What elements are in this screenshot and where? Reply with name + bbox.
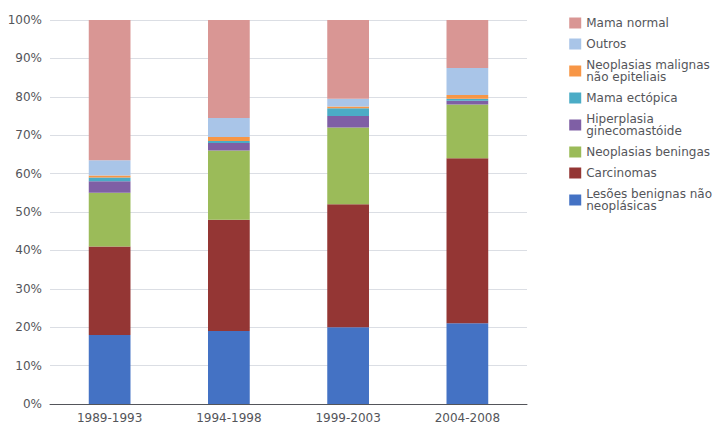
svg-text:10%: 10% — [15, 359, 42, 373]
svg-text:Mama normal: Mama normal — [586, 16, 669, 30]
svg-text:1994-1998: 1994-1998 — [196, 411, 261, 425]
svg-text:Lesões benignas não: Lesões benignas não — [586, 187, 712, 201]
svg-text:30%: 30% — [15, 282, 42, 296]
svg-text:40%: 40% — [15, 243, 42, 257]
svg-text:60%: 60% — [15, 167, 42, 181]
svg-text:neoplásicas: neoplásicas — [586, 199, 656, 213]
svg-text:Neoplasias beningas: Neoplasias beningas — [586, 145, 710, 159]
svg-text:100%: 100% — [8, 13, 42, 27]
svg-text:0%: 0% — [23, 397, 42, 411]
svg-text:20%: 20% — [15, 320, 42, 334]
svg-text:2004-2008: 2004-2008 — [435, 411, 500, 425]
svg-text:80%: 80% — [15, 90, 42, 104]
svg-text:Carcinomas: Carcinomas — [586, 166, 657, 180]
svg-text:não epiteliais: não epiteliais — [586, 70, 666, 84]
svg-text:Hiperplasia: Hiperplasia — [586, 112, 654, 126]
svg-text:90%: 90% — [15, 51, 42, 65]
svg-text:Mama ectópica: Mama ectópica — [586, 91, 678, 105]
svg-text:Outros: Outros — [586, 37, 626, 51]
svg-text:1999-2003: 1999-2003 — [315, 411, 380, 425]
svg-text:ginecomastóide: ginecomastóide — [586, 124, 682, 138]
svg-text:50%: 50% — [15, 205, 42, 219]
svg-text:Neoplasias malignas: Neoplasias malignas — [586, 58, 710, 72]
svg-text:1989-1993: 1989-1993 — [77, 411, 142, 425]
svg-text:70%: 70% — [15, 128, 42, 142]
